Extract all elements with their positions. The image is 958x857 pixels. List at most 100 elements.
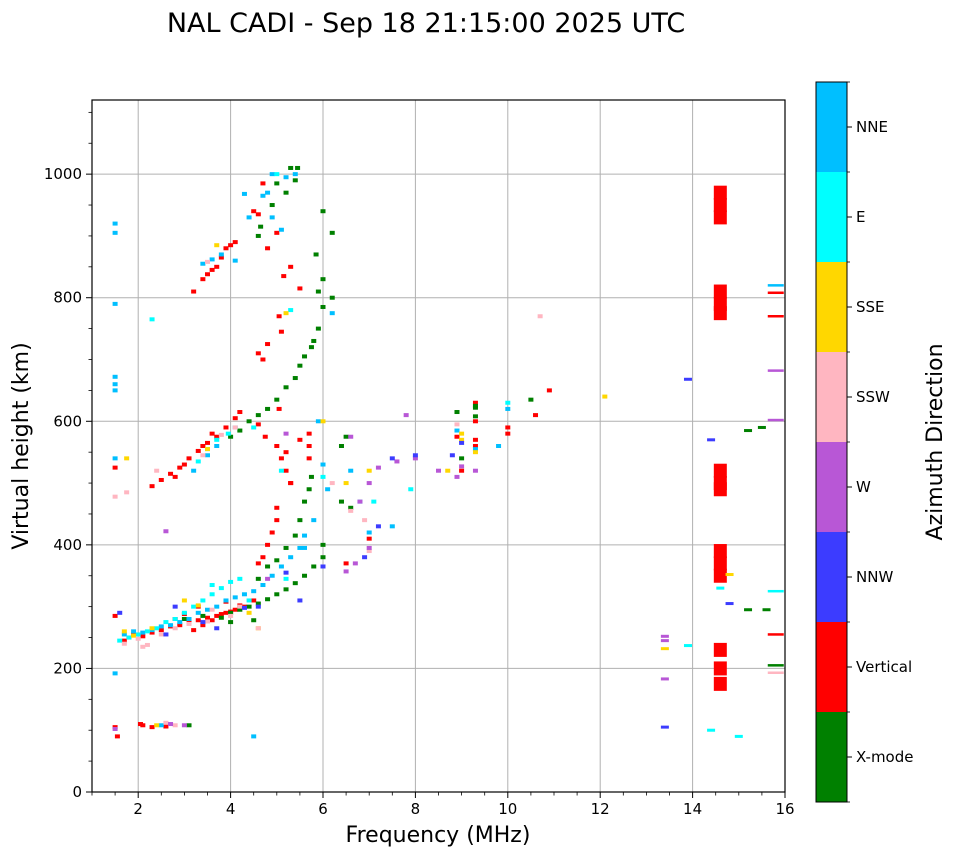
data-point: [274, 505, 280, 510]
data-point: [223, 425, 229, 430]
data-point: [237, 604, 243, 609]
data-point: [283, 190, 289, 195]
data-point: [255, 604, 261, 609]
data-point: [283, 570, 289, 575]
data-point: [218, 432, 224, 437]
data-point: [149, 484, 155, 489]
data-point: [186, 456, 192, 461]
data-point: [181, 462, 187, 467]
data-point: [112, 456, 118, 461]
data-point: [459, 464, 465, 469]
data-point: [255, 233, 261, 238]
data-point: [459, 456, 465, 461]
data-point: [288, 264, 294, 269]
data-point: [274, 230, 280, 235]
data-point: [528, 397, 534, 402]
data-point: [281, 274, 287, 279]
y-tick-label: 600: [53, 412, 82, 430]
data-point: [232, 425, 238, 430]
data-point: [445, 468, 451, 473]
data-point: [725, 602, 734, 606]
data-point: [302, 573, 308, 578]
data-point: [297, 598, 303, 603]
data-point: [505, 400, 511, 405]
data-point: [283, 385, 289, 390]
data-point: [274, 397, 280, 402]
data-point: [200, 623, 206, 628]
data-point: [297, 286, 303, 291]
plot-frame: [91, 99, 786, 793]
data-point: [320, 474, 326, 479]
y-tick-label: 200: [53, 659, 82, 677]
data-point: [767, 284, 784, 287]
data-point: [389, 456, 395, 461]
data-point: [225, 431, 231, 436]
data-point: [255, 561, 261, 566]
data-point: [255, 626, 261, 631]
data-point: [265, 342, 271, 347]
data-point: [191, 289, 197, 294]
data-point: [320, 564, 326, 569]
data-point: [172, 474, 178, 479]
data-point: [308, 345, 314, 350]
data-point: [329, 230, 335, 235]
data-point: [660, 639, 669, 643]
data-point: [767, 418, 784, 422]
data-point: [200, 613, 206, 618]
data-point: [163, 620, 169, 625]
colorbar-segment-sse: [816, 262, 847, 352]
data-point: [472, 400, 478, 405]
data-point: [260, 555, 266, 560]
data-point: [209, 583, 215, 588]
data-point: [205, 615, 210, 620]
data-point: [297, 363, 303, 368]
x-axis-label: Frequency (MHz): [346, 823, 531, 848]
series-vertical: [112, 181, 784, 739]
data-point: [163, 632, 169, 637]
data-point: [195, 610, 201, 615]
data-point: [200, 277, 206, 282]
data-point: [241, 191, 247, 196]
data-point: [205, 453, 210, 458]
data-point: [394, 459, 400, 464]
data-point: [149, 626, 155, 631]
data-point: [713, 185, 727, 200]
data-point: [274, 558, 280, 563]
data-marks: [112, 165, 784, 739]
data-point: [126, 635, 132, 640]
data-point: [149, 630, 155, 635]
data-point: [232, 416, 238, 421]
data-point: [713, 306, 727, 321]
data-point: [713, 661, 727, 676]
data-point: [459, 431, 465, 436]
data-point: [186, 621, 192, 626]
data-point: [260, 193, 266, 198]
data-point: [158, 723, 164, 728]
colorbar-tick-label: SSW: [856, 388, 890, 406]
data-point: [251, 209, 257, 214]
colorbar-segment-nnw: [816, 532, 847, 622]
data-point: [375, 524, 381, 529]
data-point: [311, 518, 317, 523]
data-point: [214, 243, 220, 248]
colorbar-tick-label: E: [856, 208, 865, 226]
data-point: [459, 468, 465, 473]
data-point: [744, 429, 753, 433]
data-point: [767, 633, 784, 636]
data-point: [255, 576, 261, 581]
data-point: [154, 468, 160, 473]
data-point: [260, 583, 266, 588]
colorbar-segment-ssw: [816, 352, 847, 442]
data-point: [181, 610, 187, 615]
data-point: [237, 607, 243, 612]
colorbar-label: Azimuth Direction: [923, 343, 948, 540]
data-point: [265, 542, 271, 547]
data-point: [713, 568, 727, 583]
data-point: [117, 638, 123, 643]
data-point: [302, 533, 308, 538]
data-point: [258, 224, 264, 229]
data-point: [177, 465, 183, 470]
data-point: [767, 664, 784, 667]
colorbar-tick-label: NNW: [856, 568, 893, 586]
x-tick-label: 12: [591, 800, 610, 818]
